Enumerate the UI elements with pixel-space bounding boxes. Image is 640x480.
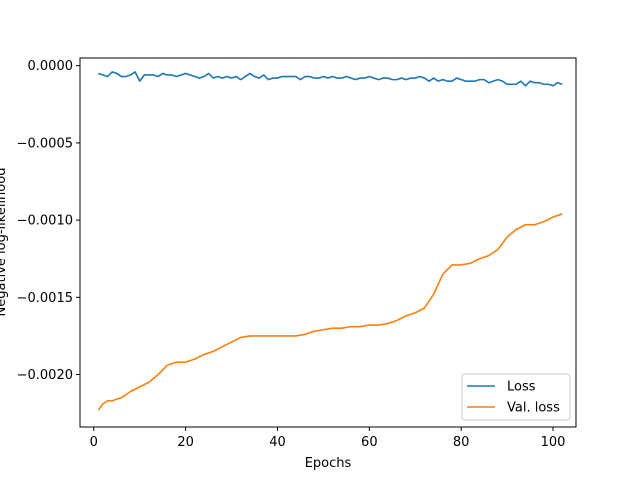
series-line-val-loss xyxy=(97,213,563,411)
x-tick-label: 20 xyxy=(177,435,194,450)
y-tick-label: −0.0010 xyxy=(17,214,73,229)
legend: Loss Val. loss xyxy=(461,373,571,421)
x-tick-label: 80 xyxy=(453,435,470,450)
series-layer xyxy=(97,71,563,411)
x-axis-ticks: 0 20 40 60 80 100 xyxy=(90,427,566,450)
legend-label: Loss xyxy=(507,380,536,395)
y-tick-label: 0.0000 xyxy=(28,59,74,74)
y-axis-label: Negative log-likelihood xyxy=(0,168,9,317)
x-tick-label: 40 xyxy=(269,435,286,450)
x-tick-label: 100 xyxy=(541,435,566,450)
series-line-loss xyxy=(98,71,563,87)
legend-label: Val. loss xyxy=(507,401,560,416)
x-tick-label: 60 xyxy=(361,435,378,450)
y-tick-label: −0.0015 xyxy=(17,291,73,306)
plot-area-frame xyxy=(79,57,577,428)
x-axis-label: Epochs xyxy=(305,456,352,471)
x-tick-label: 0 xyxy=(90,435,98,450)
y-tick-label: −0.0020 xyxy=(17,368,73,383)
y-axis-ticks: 0.0000 −0.0005 −0.0010 −0.0015 −0.0020 xyxy=(17,59,80,383)
y-tick-label: −0.0005 xyxy=(17,136,73,151)
